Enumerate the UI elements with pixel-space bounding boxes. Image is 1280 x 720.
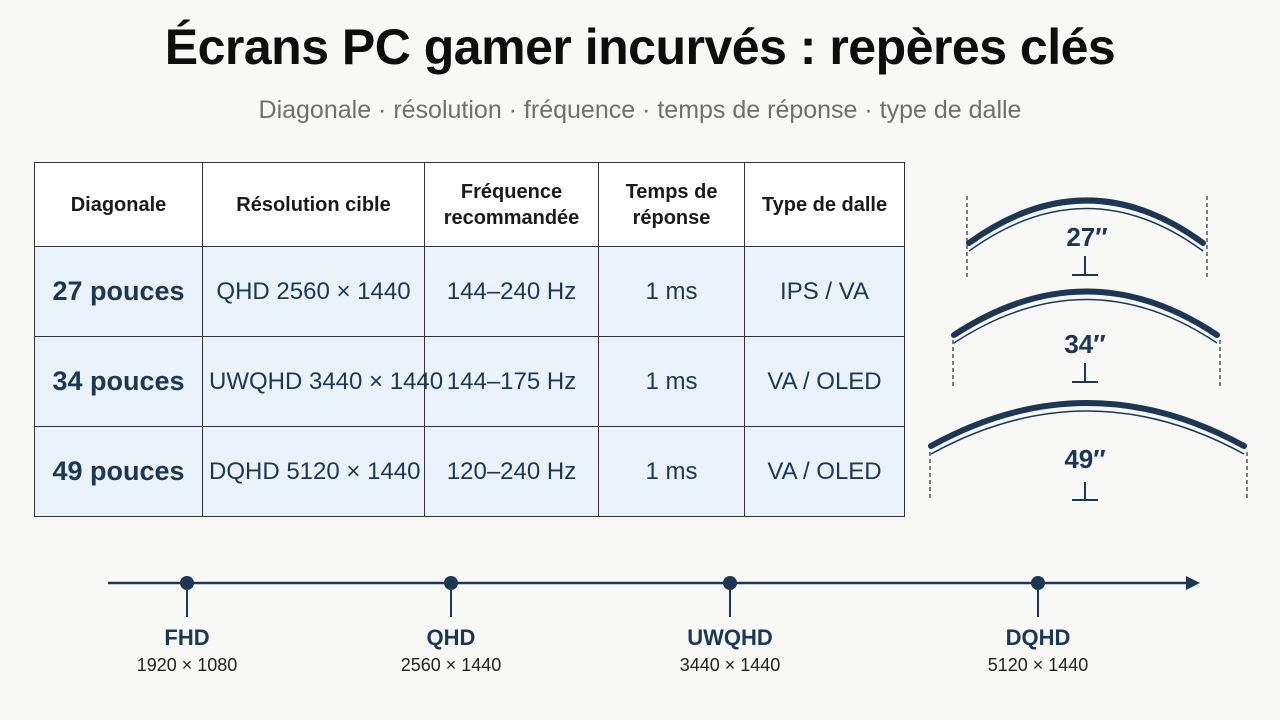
cell-temps: 1 ms: [598, 426, 745, 517]
cell-dalle: IPS / VA: [744, 246, 905, 337]
header-diagonale: Diagonale: [34, 162, 203, 247]
cell-frequence: 144–240 Hz: [424, 246, 599, 337]
header-frequence: Fréquence recommandée: [424, 162, 599, 247]
curve-label-27: 27″: [1066, 222, 1107, 252]
curve-label-34: 34″: [1064, 329, 1105, 359]
cell-dalle: VA / OLED: [744, 426, 905, 517]
curved-screen-34: 34″: [951, 288, 1221, 388]
screen-arc-outer: [928, 400, 1247, 449]
timeline-arrow-icon: [1186, 576, 1200, 590]
timeline-item-fhd: FHD 1920 × 1080: [87, 555, 287, 685]
cell-frequence: 144–175 Hz: [424, 336, 599, 427]
timeline-resolution: 1920 × 1080: [136, 655, 238, 675]
timeline-resolution: 3440 × 1440: [679, 655, 781, 675]
timeline-name: UWQHD: [687, 625, 773, 650]
header-temps-line2: réponse: [632, 206, 711, 229]
header-temps: Temps de réponse: [598, 162, 745, 247]
specs-table: Diagonale Résolution cible Fréquence reco…: [34, 162, 905, 517]
curved-screens-diagram: 27″ 34″ 49″: [928, 196, 1248, 501]
cell-temps: 1 ms: [598, 336, 745, 427]
page-title: Écrans PC gamer incurvés : repères clés: [164, 19, 1116, 75]
cell-resolution: DQHD 5120 × 1440: [202, 426, 425, 517]
screen-arc-inner: [968, 207, 1204, 252]
cell-diagonale: 27 pouces: [34, 246, 203, 337]
timeline-item-qhd: QHD 2560 × 1440: [351, 555, 551, 685]
timeline-axis: [108, 576, 1200, 617]
screen-arc-inner: [953, 298, 1218, 344]
cell-frequence: 120–240 Hz: [424, 426, 599, 517]
screen-arc-outer: [966, 197, 1206, 246]
table-row: 49 pouces DQHD 5120 × 1440 120–240 Hz 1 …: [34, 426, 905, 517]
header-resolution: Résolution cible: [202, 162, 425, 247]
timeline-resolution: 2560 × 1440: [400, 655, 502, 675]
timeline-name: FHD: [164, 625, 210, 650]
timeline-marker-qhd: [444, 576, 458, 617]
cell-diagonale: 49 pouces: [34, 426, 203, 517]
header-frequence-line2: recommandée: [443, 206, 580, 229]
timeline-name: DQHD: [1005, 625, 1071, 650]
header-frequence-line1: Fréquence: [460, 180, 563, 203]
cell-resolution: UWQHD 3440 × 1440: [202, 336, 443, 427]
cell-dalle: VA / OLED: [744, 336, 905, 427]
table-row: 27 pouces QHD 2560 × 1440 144–240 Hz 1 m…: [34, 246, 905, 337]
header-dalle: Type de dalle: [744, 162, 905, 247]
curved-screen-49: 49″: [928, 400, 1248, 501]
timeline-item-uwqhd: UWQHD 3440 × 1440: [630, 555, 830, 685]
cell-diagonale: 34 pouces: [34, 336, 203, 427]
page-subtitle: Diagonale · résolution · fréquence · tem…: [258, 96, 1022, 124]
timeline-marker-fhd: [180, 576, 194, 617]
resolution-timeline: FHD 1920 × 1080 QHD 2560 × 1440 UWQHD 34…: [0, 555, 1280, 720]
curved-screen-27: 27″: [966, 196, 1208, 278]
timeline-marker-dqhd: [1031, 576, 1045, 617]
timeline-marker-uwqhd: [723, 576, 737, 617]
screen-arc-outer: [951, 288, 1220, 338]
header-temps-line1: Temps de: [625, 180, 718, 203]
screen-arc-inner: [930, 410, 1245, 455]
timeline-item-dqhd: DQHD 5120 × 1440: [938, 555, 1138, 685]
cell-temps: 1 ms: [598, 246, 745, 337]
table-row: 34 pouces UWQHD 3440 × 1440 144–175 Hz 1…: [34, 336, 905, 427]
curve-label-49: 49″: [1064, 444, 1105, 474]
cell-resolution: QHD 2560 × 1440: [202, 246, 425, 337]
table-header-row: Diagonale Résolution cible Fréquence reco…: [34, 162, 905, 247]
timeline-name: QHD: [426, 625, 476, 650]
timeline-resolution: 5120 × 1440: [987, 655, 1089, 675]
